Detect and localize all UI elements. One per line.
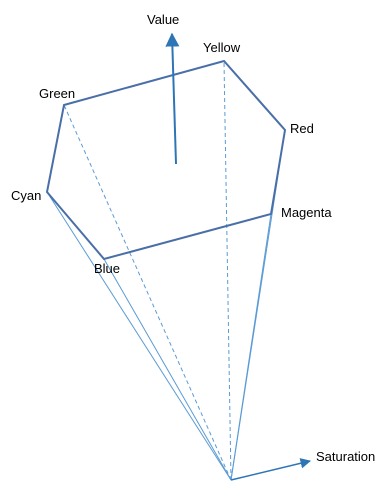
color-hexagon: [45, 59, 287, 261]
vertex-label-green: Green: [39, 86, 75, 101]
saturation-axis-arrow: [230, 458, 312, 481]
value-axis-arrow: [165, 32, 180, 165]
cone-edge-cyan: [46, 191, 232, 481]
vertex-label-cyan: Cyan: [11, 188, 41, 203]
hidden-edge-yellow: [223, 60, 232, 481]
hidden-edge-green: [63, 104, 232, 481]
cone-edge-blue: [103, 258, 232, 481]
vertex-label-yellow: Yellow: [203, 40, 241, 55]
hidden-edges: [63, 60, 232, 481]
vertex-label-red: Red: [290, 121, 314, 136]
saturation-axis-label: Saturation: [316, 449, 375, 464]
value-axis-label: Value: [147, 12, 179, 27]
cone-edges: [46, 129, 286, 481]
vertex-label-blue: Blue: [94, 261, 120, 276]
vertex-label-magenta: Magenta: [281, 205, 332, 220]
